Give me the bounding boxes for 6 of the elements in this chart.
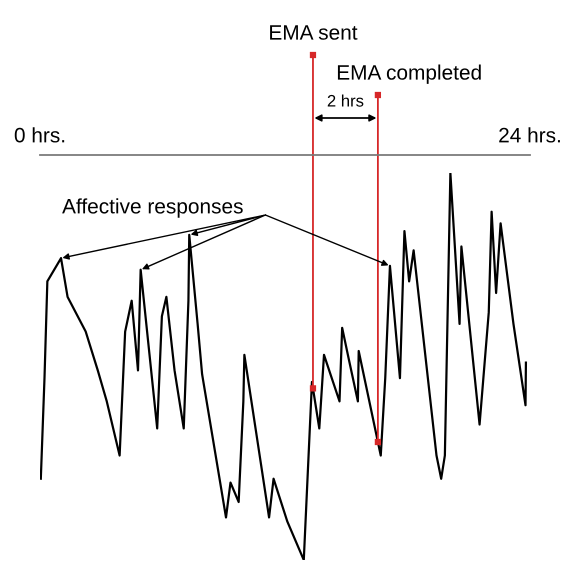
ref-line-label: EMA sent [270,25,358,40]
x-tick-label: 24 hrs. [499,127,560,143]
ref-line-label: EMA completed [338,64,481,84]
x-tick-label: 0 hrs. [14,127,64,143]
annotation: Affective responses [62,198,243,218]
text: 2 hrs [328,94,364,107]
